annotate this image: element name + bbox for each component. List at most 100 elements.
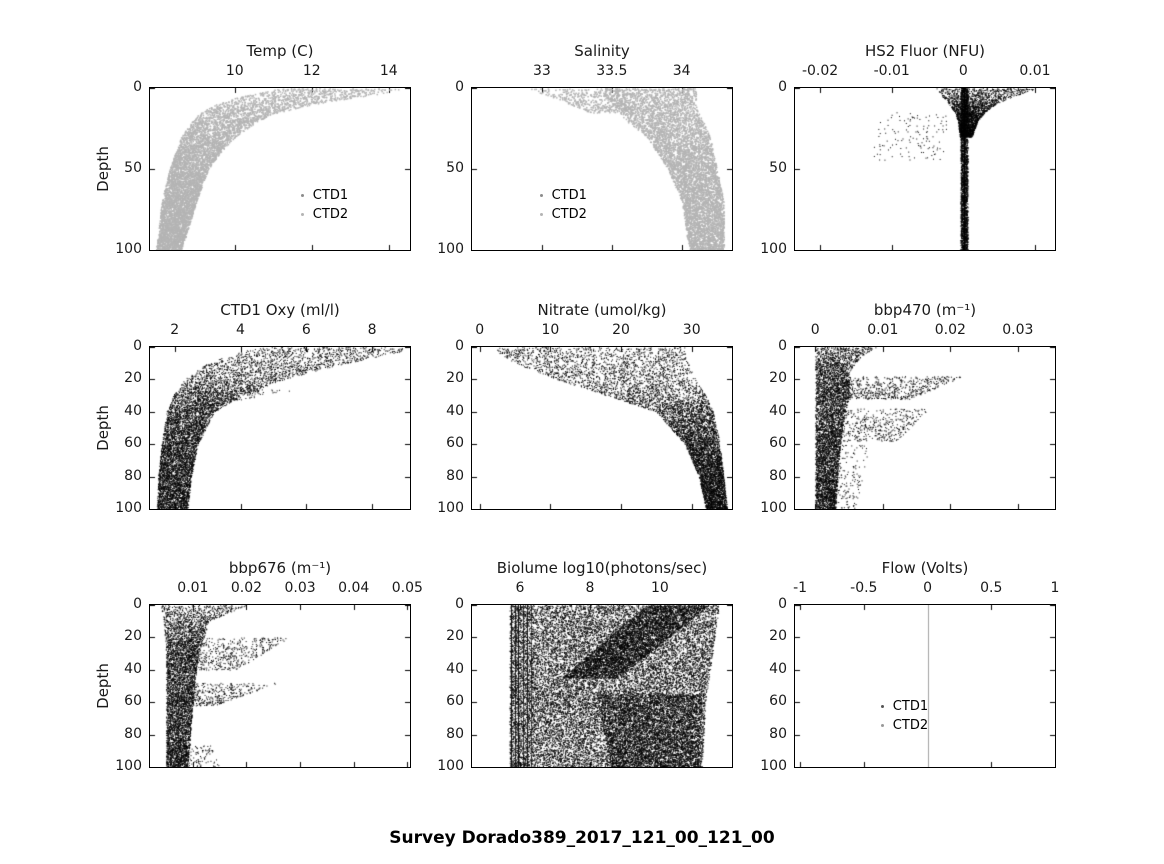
xtick-label: -0.01	[857, 63, 927, 79]
plot-title-nitrate: Nitrate (umol/kg)	[472, 301, 732, 319]
legend-item-ctd1: CTD1	[301, 188, 348, 203]
xtick-label: 30	[657, 322, 727, 338]
plot-canvas-salinity	[471, 87, 733, 251]
xtick-label: 10	[515, 322, 585, 338]
ytick-label: 0	[735, 79, 787, 95]
ytick-label: 0	[735, 338, 787, 354]
ytick-label: 60	[412, 693, 464, 709]
ytick-label: 0	[412, 79, 464, 95]
ytick-label: 20	[90, 628, 142, 644]
ytick-label: 60	[90, 693, 142, 709]
ytick-label: 40	[90, 403, 142, 419]
xtick-label: 8	[337, 322, 407, 338]
plot-title-ctd1-oxy: CTD1 Oxy (ml/l)	[150, 301, 410, 319]
plot-title-flow: Flow (Volts)	[795, 559, 1055, 577]
xtick-label: 0	[780, 322, 850, 338]
plot-canvas-nitrate	[471, 346, 733, 510]
ytick-label: 20	[735, 628, 787, 644]
legend-label: CTD2	[552, 207, 587, 222]
xtick-label: 2	[140, 322, 210, 338]
ytick-label: 40	[735, 661, 787, 677]
legend-item-ctd2: CTD2	[881, 718, 928, 733]
xtick-label: 0.05	[372, 580, 442, 596]
ytick-label: 100	[90, 500, 142, 516]
xtick-label: -0.5	[829, 580, 899, 596]
ytick-label: 20	[735, 370, 787, 386]
plot-title-biolume: Biolume log10(photons/sec)	[472, 559, 732, 577]
ytick-label: 40	[412, 403, 464, 419]
xtick-label: 0.03	[983, 322, 1053, 338]
xtick-label: -1	[765, 580, 835, 596]
figure: Survey Dorado389_2017_121_00_121_00 Temp…	[0, 0, 1164, 864]
legend-label: CTD1	[552, 188, 587, 203]
ytick-label: 80	[412, 468, 464, 484]
legend-marker-icon	[540, 194, 543, 197]
plot-title-hs2-fluor: HS2 Fluor (NFU)	[795, 42, 1055, 60]
xtick-label: 20	[586, 322, 656, 338]
ytick-label: 60	[90, 435, 142, 451]
ytick-label: 100	[735, 758, 787, 774]
legend-item-ctd2: CTD2	[301, 207, 348, 222]
xtick-label: 33	[507, 63, 577, 79]
ytick-label: 20	[412, 628, 464, 644]
plot-canvas-bbp676	[149, 604, 411, 768]
legend-label: CTD1	[893, 699, 928, 714]
legend-label: CTD2	[313, 207, 348, 222]
ytick-label: 20	[412, 370, 464, 386]
xtick-label: 0.01	[1000, 63, 1070, 79]
legend-item-ctd1: CTD1	[540, 188, 587, 203]
plot-canvas-biolume	[471, 604, 733, 768]
ytick-label: 0	[90, 338, 142, 354]
ytick-label: 60	[412, 435, 464, 451]
xtick-label: 34	[647, 63, 717, 79]
legend-marker-icon	[301, 194, 304, 197]
xtick-label: -0.02	[785, 63, 855, 79]
legend-marker-icon	[881, 705, 884, 708]
legend-label: CTD1	[313, 188, 348, 203]
ytick-label: 100	[735, 500, 787, 516]
ytick-label: 0	[412, 338, 464, 354]
xtick-label: 0	[445, 322, 515, 338]
ytick-label: 100	[412, 500, 464, 516]
ytick-label: 100	[412, 758, 464, 774]
legend-marker-icon	[540, 213, 543, 216]
plot-canvas-hs2-fluor	[794, 87, 1056, 251]
legend-marker-icon	[301, 213, 304, 216]
ytick-label: 80	[412, 726, 464, 742]
ytick-label: 80	[90, 726, 142, 742]
xtick-label: 12	[277, 63, 347, 79]
xtick-label: 0.01	[848, 322, 918, 338]
plot-canvas-ctd1-oxy	[149, 346, 411, 510]
xtick-label: 4	[206, 322, 276, 338]
ytick-label: 50	[412, 160, 464, 176]
xtick-label: 10	[200, 63, 270, 79]
ytick-label: 0	[90, 79, 142, 95]
ytick-label: 80	[735, 726, 787, 742]
legend-label: CTD2	[893, 718, 928, 733]
plot-canvas-temp	[149, 87, 411, 251]
xtick-label: 6	[485, 580, 555, 596]
plot-canvas-bbp470	[794, 346, 1056, 510]
xtick-label: 14	[354, 63, 424, 79]
plot-title-bbp470: bbp470 (m⁻¹)	[795, 301, 1055, 319]
ytick-label: 20	[90, 370, 142, 386]
ytick-label: 100	[90, 241, 142, 257]
legend-flow: CTD1 CTD2	[881, 699, 928, 733]
plot-title-salinity: Salinity	[472, 42, 732, 60]
legend-item-ctd2: CTD2	[540, 207, 587, 222]
ytick-label: 60	[735, 693, 787, 709]
xtick-label: 0	[893, 580, 963, 596]
figure-title: Survey Dorado389_2017_121_00_121_00	[0, 828, 1164, 848]
plot-title-temp: Temp (C)	[150, 42, 410, 60]
legend-marker-icon	[881, 724, 884, 727]
ytick-label: 100	[412, 241, 464, 257]
xtick-label: 33.5	[577, 63, 647, 79]
xtick-label: 0.02	[915, 322, 985, 338]
ytick-label: 0	[412, 596, 464, 612]
ytick-label: 50	[90, 160, 142, 176]
legend-temp: CTD1 CTD2	[301, 188, 348, 222]
xtick-label: 10	[625, 580, 695, 596]
ytick-label: 100	[735, 241, 787, 257]
ytick-label: 60	[735, 435, 787, 451]
xtick-label: 1	[1020, 580, 1090, 596]
